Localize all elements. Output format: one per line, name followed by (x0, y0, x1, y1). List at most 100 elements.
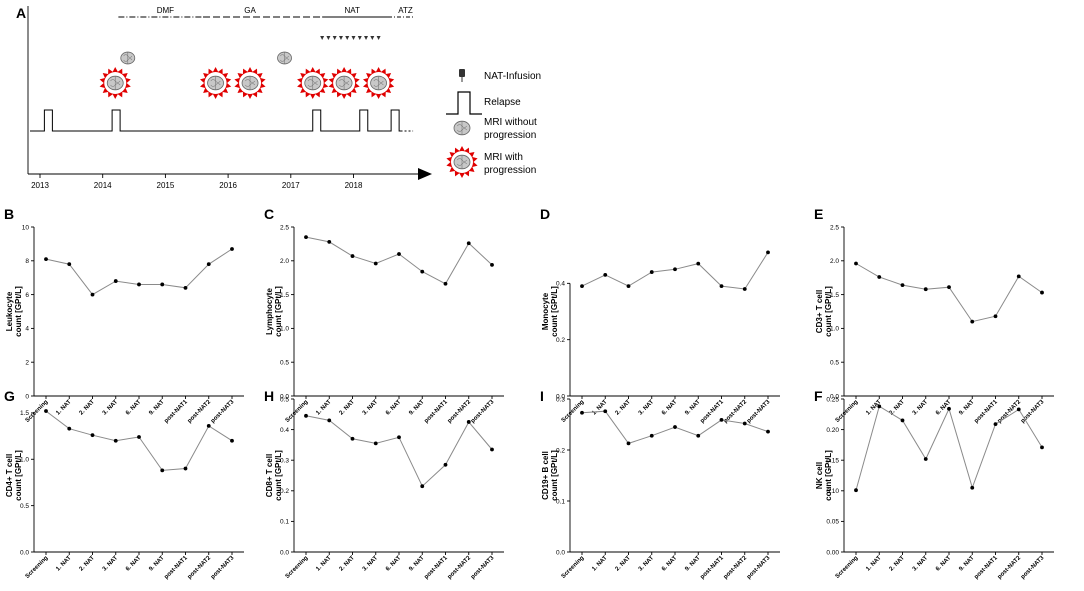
y-tick-label: 0.20 (826, 427, 839, 434)
brain-folds (110, 76, 121, 90)
y-tick-label: 0.15 (826, 458, 839, 465)
x-tick-label: 3. NAT (362, 555, 380, 573)
y-tick-label: 0.4 (556, 281, 565, 288)
y-tick-label: 0.1 (556, 498, 565, 505)
data-point-9 (230, 247, 234, 251)
data-point-7 (993, 314, 998, 319)
x-tick-label: 9. NAT (958, 399, 976, 417)
x-tick-label: post-NAT1 (164, 399, 190, 425)
data-point-4 (923, 457, 928, 461)
treatment-label-bg (153, 5, 178, 15)
y-axis-label-line-2: count [GPt/L] (14, 450, 23, 501)
data-point-7 (719, 418, 724, 422)
y-tick-label: 0.0 (280, 549, 289, 556)
data-point-5 (137, 435, 141, 439)
y-axis-label-line-2: count [GPt/L] (274, 286, 283, 337)
y-tick-label: 2.5 (280, 224, 289, 231)
series-line (855, 405, 1043, 491)
data-point-4 (113, 279, 118, 283)
x-tick-label: 1. NAT (315, 399, 333, 417)
x-tick-label: Screening (835, 555, 860, 580)
data-point-5 (673, 425, 677, 429)
data-point-1 (854, 488, 858, 493)
x-tick-label: post-NAT2 (187, 555, 213, 581)
timeline-arrow-head (418, 168, 432, 180)
brain-folds (123, 52, 133, 64)
x-tick-label: 9. NAT (958, 555, 976, 573)
x-tick-label: post-NAT2 (447, 555, 473, 581)
x-tick-label: 6. NAT (935, 555, 953, 573)
data-point-8 (1016, 407, 1021, 412)
x-tick-label: 3. NAT (912, 399, 930, 417)
data-point-9 (490, 447, 494, 452)
data-point-9 (490, 262, 494, 267)
infusion-marker (351, 36, 356, 40)
y-tick-label: 0.05 (826, 519, 839, 526)
treatment-label-bg (238, 5, 263, 15)
data-point-8 (742, 421, 747, 426)
data-point-1 (580, 284, 584, 289)
x-tick-label: Screening (285, 555, 310, 580)
data-point-1 (304, 235, 308, 240)
data-point-1 (44, 409, 48, 413)
x-tick-label: post-NAT1 (164, 555, 190, 581)
treatment-label-bg (393, 5, 418, 15)
y-tick-label: 0.3 (280, 458, 289, 465)
y-tick-label: 0.0 (556, 549, 565, 556)
data-point-2 (327, 418, 332, 423)
data-point-9 (766, 250, 770, 255)
y-tick-label: 0.5 (280, 396, 289, 403)
data-point-3 (350, 436, 355, 441)
y-tick-label: 2.0 (830, 258, 839, 265)
y-tick-label: 0.5 (20, 503, 29, 510)
y-axis-label-line-2: count [GPt/L] (824, 286, 833, 337)
data-point-8 (466, 241, 471, 246)
treatment-label-atz: ATZ (398, 6, 413, 15)
legend-mri-with-label-2: progression (484, 165, 536, 176)
x-tick-label: 2. NAT (79, 555, 97, 573)
y-tick-label: 0 (25, 393, 29, 400)
y-tick-label: 1.0 (20, 457, 29, 464)
y-tick-label: 0.5 (280, 360, 289, 367)
panel-letter-i: I (540, 388, 544, 404)
x-tick-label: 2. NAT (889, 555, 907, 573)
data-point-1 (44, 257, 48, 262)
x-tick-label: 6. NAT (125, 555, 143, 573)
y-tick-label: 2.5 (830, 224, 839, 231)
data-point-6 (420, 484, 425, 489)
treatment-label-bg (340, 5, 365, 15)
x-tick-label: 1. NAT (55, 399, 73, 417)
panel-letter-g: G (4, 388, 15, 404)
relapse-trace (30, 109, 401, 132)
x-tick-label: 6. NAT (661, 555, 679, 573)
x-tick-label: post-NAT3 (210, 399, 236, 425)
data-point-7 (443, 281, 448, 286)
y-axis-label-line-2: count [GPt/L] (274, 450, 283, 501)
series-line (855, 263, 1043, 323)
brain-folds (456, 155, 468, 169)
x-tick-label: post-NAT3 (1020, 399, 1046, 425)
x-tick-label: 1. NAT (591, 399, 609, 417)
data-point-8 (206, 262, 211, 267)
x-tick-label: 9. NAT (408, 555, 426, 573)
x-tick-label: 1. NAT (591, 555, 609, 573)
data-point-3 (626, 284, 631, 289)
data-point-6 (970, 319, 975, 324)
x-tick-label: 3. NAT (638, 399, 656, 417)
x-tick-label: post-NAT3 (1020, 555, 1046, 581)
y-axis-label-line-2: count [GPt/L] (550, 450, 559, 501)
data-point-3 (350, 254, 355, 258)
chart-panel-e: E 0.0 0.5 1.0 1.5 2.0 2.5 CD3+ T cell count [GPt… (814, 206, 1054, 425)
data-point-4 (649, 270, 654, 274)
brain-folds (339, 76, 350, 90)
chart-panel-g: G 0.0 0.5 1.0 1.5 CD4+ T cell count [GPt/L] Scr… (4, 388, 244, 581)
year-label-2018: 2018 (345, 181, 363, 190)
year-label-2014: 2014 (94, 181, 112, 190)
y-tick-label: 0.25 (826, 396, 839, 403)
chart-panel-f: F 0.00 0.05 0.10 0.15 0.20 0.25 NK cell count [G… (814, 388, 1054, 581)
panel-letter-f: F (814, 388, 823, 404)
data-point-8 (206, 423, 211, 428)
y-tick-label: 1.0 (280, 326, 289, 333)
x-tick-label: post-NAT3 (210, 555, 236, 581)
